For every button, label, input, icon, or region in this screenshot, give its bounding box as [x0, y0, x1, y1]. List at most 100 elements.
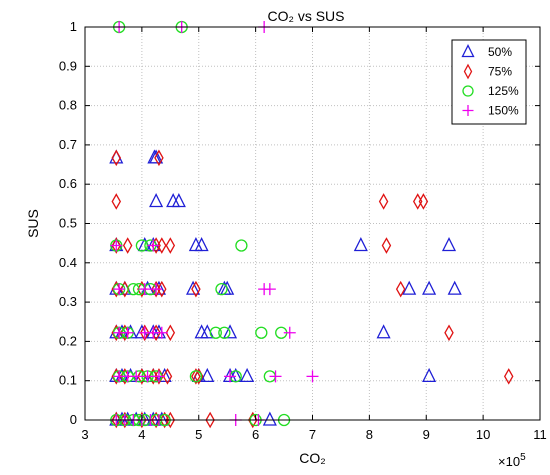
- diamond-marker: [412, 193, 423, 210]
- plus-marker: [141, 370, 154, 383]
- triangle-marker: [109, 149, 124, 164]
- diamond-marker: [444, 324, 454, 342]
- triangle-marker: [461, 44, 475, 58]
- plus-marker: [462, 105, 474, 116]
- triangle-marker: [422, 367, 437, 383]
- y-tick-label: 1: [70, 19, 77, 34]
- triangle-marker: [240, 367, 255, 383]
- y-tick-label: 0.7: [59, 137, 77, 152]
- triangle-marker: [441, 237, 457, 252]
- y-tick-label: 0.9: [59, 58, 77, 73]
- diamond-marker: [157, 237, 167, 254]
- diamond-marker: [205, 411, 215, 429]
- diamond-marker: [122, 237, 133, 254]
- plus-marker: [269, 370, 282, 383]
- y-tick-label: 0.4: [59, 255, 77, 270]
- triangle-marker: [186, 280, 201, 295]
- triangle-marker: [149, 193, 164, 208]
- series-triangle: [109, 149, 462, 426]
- x-tick-label: 6: [252, 427, 259, 442]
- x-axis-multiplier-exponent: 5: [520, 452, 526, 463]
- y-axis-label: SUS: [25, 209, 41, 238]
- legend-label: 50%: [488, 45, 512, 59]
- diamond-marker: [139, 324, 150, 342]
- triangle-marker: [422, 280, 437, 295]
- x-tick-label: 5: [195, 427, 202, 442]
- diamond-marker: [120, 411, 130, 429]
- plus-marker: [130, 370, 143, 383]
- circle-marker: [218, 326, 231, 339]
- y-tick-label: 0: [70, 412, 77, 427]
- diamond-marker: [381, 237, 392, 254]
- diamond-marker: [157, 280, 167, 298]
- plus-marker: [138, 283, 151, 296]
- x-tick-label: 3: [81, 427, 88, 442]
- plus-marker: [263, 283, 276, 296]
- triangle-marker: [376, 324, 391, 339]
- diamond-marker: [418, 193, 429, 210]
- plus-marker: [147, 239, 160, 252]
- y-tick-label: 0.3: [59, 294, 77, 309]
- x-tick-label: 7: [309, 427, 316, 442]
- x-tick-label: 11: [533, 427, 547, 442]
- x-tick-label: 4: [138, 427, 145, 442]
- triangle-marker: [171, 193, 186, 208]
- triangle-marker: [149, 149, 164, 164]
- plus-marker: [150, 283, 163, 296]
- triangle-marker: [402, 280, 417, 295]
- legend-label: 150%: [488, 104, 519, 118]
- circle-marker: [235, 239, 248, 252]
- triangle-marker: [222, 324, 238, 339]
- axes: 3 4 5 6 7 8 9 10 11 0 0.1 0.2 0.3 0.4 0.5 0.6 0.7 0.8 0.9 1: [59, 19, 547, 442]
- plus-marker: [306, 370, 319, 383]
- plus-marker: [121, 326, 134, 339]
- legend: 50% 75% 125% 150%: [451, 39, 527, 125]
- diamond-marker: [165, 237, 176, 254]
- diamond-marker: [111, 149, 122, 167]
- triangle-marker: [220, 280, 235, 295]
- x-tick-label: 8: [366, 427, 373, 442]
- x-axis-label: CO₂: [299, 450, 325, 466]
- triangle-marker: [194, 237, 209, 252]
- diamond-marker: [111, 193, 122, 210]
- diamond-marker: [463, 63, 473, 80]
- legend-label: 125%: [488, 84, 519, 98]
- plus-marker: [224, 370, 237, 383]
- triangle-marker: [262, 411, 277, 426]
- diamond-marker: [395, 280, 406, 298]
- diamond-marker: [191, 368, 201, 385]
- circle-marker: [209, 326, 222, 339]
- y-tick-label: 0.8: [59, 98, 77, 113]
- circle-marker: [255, 326, 268, 339]
- plus-marker: [113, 283, 126, 296]
- chart-title: CO₂ vs SUS: [268, 8, 345, 24]
- circle-marker: [215, 282, 228, 296]
- y-tick-label: 0.2: [59, 333, 77, 348]
- diamond-marker: [378, 193, 389, 210]
- diamond-marker: [165, 324, 176, 342]
- circle-marker: [189, 370, 203, 383]
- diamond-marker: [111, 411, 122, 429]
- diamond-marker: [191, 280, 201, 298]
- diamond-marker: [165, 411, 176, 429]
- x-tick-label: 9: [423, 427, 430, 442]
- diamond-marker: [503, 368, 514, 385]
- y-tick-label: 0.6: [59, 176, 77, 191]
- triangle-marker: [447, 280, 462, 295]
- y-tick-label: 0.5: [59, 216, 77, 231]
- plus-marker: [152, 370, 165, 383]
- x-tick-label: 10: [476, 427, 490, 442]
- triangle-marker: [200, 367, 215, 383]
- x-axis-multiplier: ×105: [498, 452, 526, 469]
- y-tick-label: 0.1: [59, 373, 77, 388]
- diamond-marker: [154, 149, 164, 167]
- x-axis-multiplier-base: ×10: [498, 454, 520, 469]
- diamond-marker: [120, 280, 130, 298]
- circle-marker: [462, 85, 474, 97]
- legend-label: 75%: [488, 65, 512, 79]
- plus-marker: [155, 326, 168, 339]
- diamond-marker: [111, 237, 122, 254]
- plus-marker: [283, 326, 296, 339]
- diamond-marker: [162, 368, 173, 385]
